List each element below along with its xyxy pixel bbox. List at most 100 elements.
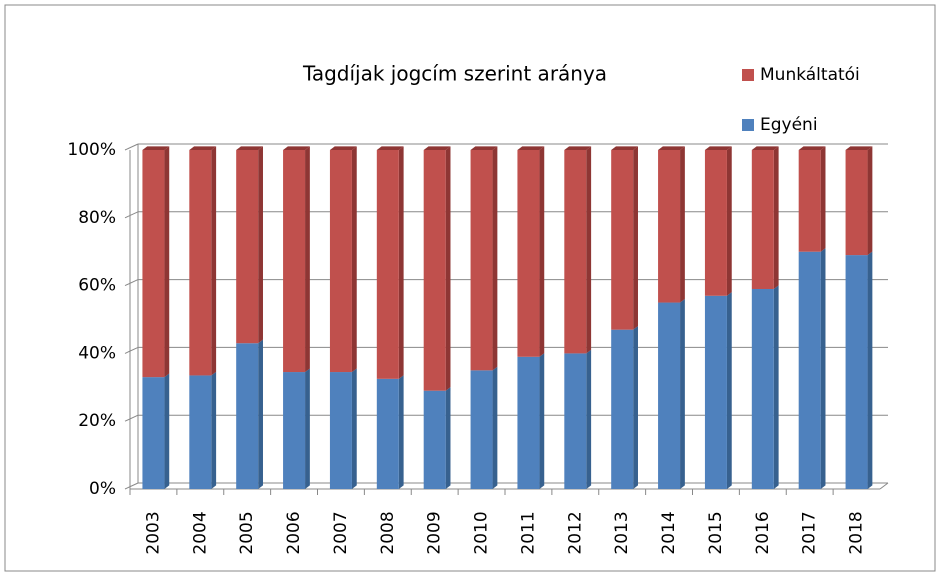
bar [329,150,352,373]
bar [845,150,868,256]
bar-top [189,146,217,150]
tick-mark [124,482,139,490]
x-tick-label: 2018 [847,511,867,554]
bar-top [283,146,310,150]
bar-top [704,146,732,150]
bar-top [564,146,592,150]
bar-top [236,146,263,150]
x-tick-label: 2016 [753,511,773,554]
bar-top [798,146,826,150]
bar-top [658,146,685,150]
bar-side [305,368,310,489]
bar [142,377,165,489]
tick-mark [124,211,139,219]
bar-side [539,353,545,489]
bar [236,343,259,489]
bar-side [211,146,217,376]
tick-mark [124,279,139,287]
bar [751,150,774,289]
legend-label: Egyéni [760,115,818,135]
x-tick-label: 2003 [143,511,163,554]
x-tick-label: 2007 [331,511,351,554]
bar-side [586,146,592,354]
bar-side [211,371,217,489]
x-tick-label: 2009 [425,511,445,554]
x-tick-label: 2013 [612,511,632,554]
bar [845,255,868,489]
bar-side [773,146,779,289]
x-tick-label: 2005 [237,511,257,554]
bar [517,150,540,357]
bar-top [751,146,779,150]
bar-side [726,292,732,489]
y-tick-label: 0% [89,479,116,499]
bar [376,378,399,489]
bar [751,288,774,489]
legend-swatch [742,69,754,81]
bar-side [305,146,310,373]
bar-top [611,146,638,150]
bar-side [539,146,545,357]
bar [283,372,306,489]
bar-side [398,146,404,379]
bar [658,150,681,303]
axis [879,482,889,490]
bar [423,150,446,391]
bar-side [445,146,451,391]
bar [236,150,259,344]
bar-side [867,146,873,256]
bar-side [258,339,263,489]
legend-swatch [742,119,754,131]
bar [189,375,212,489]
bar-top [423,146,451,150]
y-tick-label: 80% [78,208,116,228]
bar-side [773,285,779,489]
bar [611,150,634,330]
bar [798,150,821,252]
x-tick-label: 2010 [472,511,492,554]
x-tick-label: 2008 [378,511,398,554]
tick-mark [124,143,139,151]
bar [470,370,493,489]
bar [611,329,634,489]
legend-label: Munkáltatói [760,65,860,85]
tick-mark [124,414,139,422]
x-tick-label: 2014 [659,511,679,554]
bar [376,150,399,379]
bar-side [492,146,498,371]
bar-top [329,146,357,150]
bar-side [820,248,826,489]
y-tick-label: 60% [78,276,116,296]
chart-title: Tagdíjak jogcím szerint aránya [302,62,607,86]
bar-side [680,298,685,489]
x-tick-label: 2015 [706,511,726,554]
bar-side [633,326,638,489]
bar-top [142,146,170,150]
y-tick-label: 20% [78,411,116,431]
bar [704,295,727,489]
bar-side [398,375,404,489]
bar [470,150,493,371]
bar [329,372,352,489]
bar [189,150,212,376]
bar [142,150,165,378]
x-tick-label: 2012 [565,511,585,554]
y-tick-label: 100% [67,140,116,160]
y-tick-label: 40% [78,343,116,363]
bar-top [517,146,545,150]
bar-side [633,146,638,330]
bar-side [586,349,592,489]
bar [704,150,727,296]
x-tick-label: 2004 [190,511,210,554]
bar-side [492,366,498,489]
bar-side [726,146,732,296]
bar-side [445,387,451,489]
bar-side [680,146,685,303]
bar [283,150,306,373]
bar-top [376,146,404,150]
bar-side [867,251,873,489]
x-tick-label: 2011 [518,511,538,554]
bar-side [820,146,826,252]
bar-side [164,373,170,489]
